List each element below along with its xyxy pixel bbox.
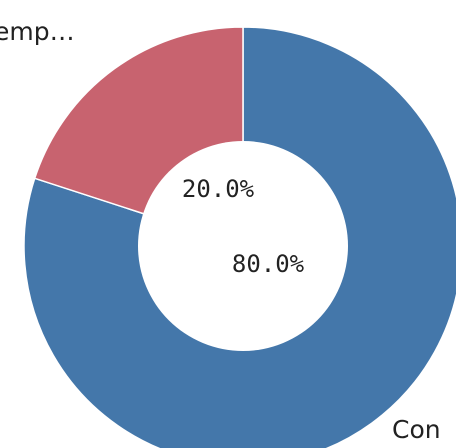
slice-1-name-label: emp… [0,17,75,46]
donut-hole [138,141,348,351]
slice-0-percent-label: 80.0% [232,250,305,278]
slice-1-percent-label: 20.0% [182,175,255,203]
slice-0-name-label: Con [392,415,441,444]
